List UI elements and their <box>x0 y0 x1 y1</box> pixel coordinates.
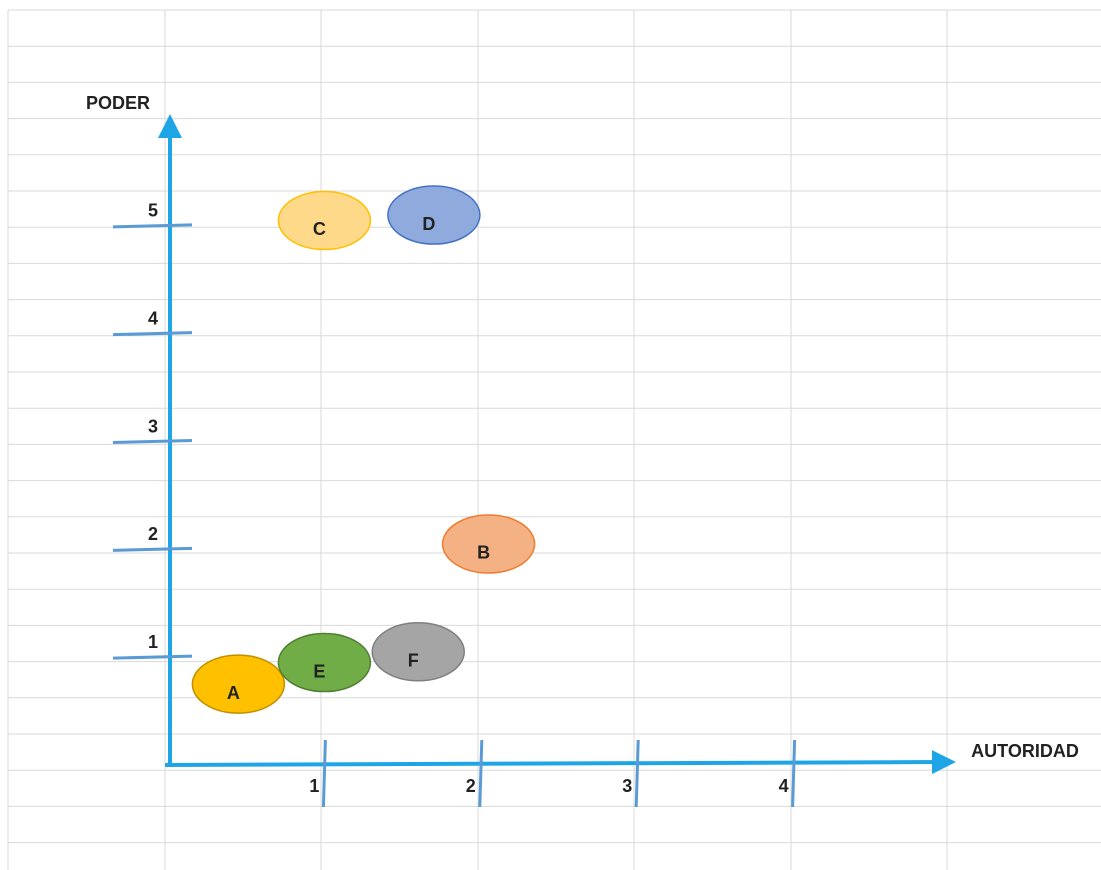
y-tick <box>112 654 193 660</box>
x-tick <box>634 739 640 808</box>
y-tick <box>112 439 193 444</box>
bubble <box>191 654 286 714</box>
bubble <box>277 632 372 693</box>
y-tick <box>112 546 193 552</box>
y-tick <box>112 223 193 229</box>
x-tick-label: 2 <box>466 776 476 796</box>
x-tick <box>321 739 327 808</box>
bubble <box>441 514 536 574</box>
bubble <box>277 190 372 251</box>
x-tick <box>478 739 484 808</box>
bubble-label: C <box>313 219 326 239</box>
bubble-label: B <box>477 543 490 563</box>
bubble <box>371 622 465 682</box>
x-axis-label: AUTORIDAD <box>971 741 1079 761</box>
x-axis <box>164 750 956 775</box>
bubble-label: D <box>422 214 435 234</box>
y-tick-label: 2 <box>148 524 158 544</box>
x-tick-label: 4 <box>779 776 789 796</box>
y-tick-label: 3 <box>148 416 158 436</box>
y-tick-label: 5 <box>148 201 158 221</box>
y-tick <box>112 331 193 337</box>
x-tick-label: 1 <box>309 776 319 796</box>
y-axis-label: PODER <box>86 93 150 113</box>
bubble <box>387 185 481 245</box>
x-tick <box>791 739 797 808</box>
y-tick-label: 4 <box>148 308 158 328</box>
bubble-label: E <box>313 661 325 681</box>
spreadsheet-grid <box>7 9 1101 870</box>
x-tick-label: 3 <box>622 776 632 796</box>
bubble-label: F <box>408 651 419 671</box>
y-tick-label: 1 <box>148 632 158 652</box>
bubble-label: A <box>227 683 240 703</box>
